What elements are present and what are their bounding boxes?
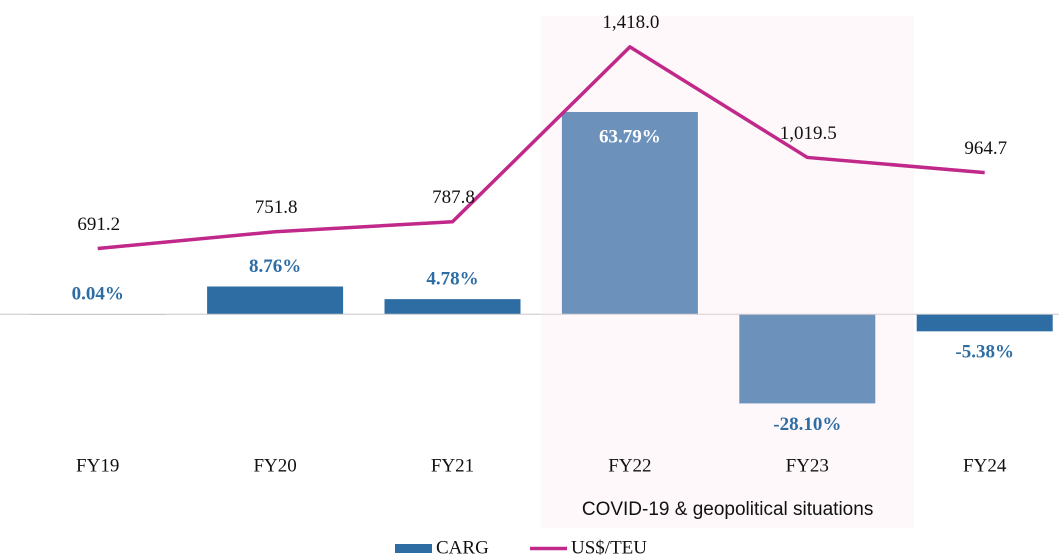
line-value-label: 787.8 bbox=[432, 187, 475, 208]
bar bbox=[384, 299, 521, 315]
bar bbox=[561, 111, 698, 315]
bar bbox=[739, 314, 876, 404]
x-tick-label: FY19 bbox=[76, 455, 119, 476]
bar bbox=[207, 286, 344, 315]
line-value-label: 751.8 bbox=[255, 197, 298, 218]
bar-value-label: 4.78% bbox=[426, 268, 478, 289]
line-value-label: 1,418.0 bbox=[602, 12, 659, 33]
line-value-label: 691.2 bbox=[77, 214, 120, 235]
line bbox=[97, 45, 985, 251]
highlight-label: COVID-19 & geopolitical situations bbox=[582, 499, 873, 520]
x-tick-label: FY22 bbox=[608, 455, 651, 476]
bar-value-label: -5.38% bbox=[955, 342, 1014, 363]
x-tick-label: FY23 bbox=[786, 455, 829, 476]
bar-value-label: 63.79% bbox=[599, 126, 661, 147]
bar-value-label: 0.04% bbox=[72, 284, 124, 305]
bar-value-label: 8.76% bbox=[249, 256, 301, 277]
line-value-label: 1,019.5 bbox=[780, 123, 837, 144]
highlight-region bbox=[541, 16, 914, 528]
x-tick-label: FY21 bbox=[431, 455, 474, 476]
legend-swatch bbox=[395, 544, 432, 553]
legend-label: CARG bbox=[436, 537, 489, 558]
x-tick-label: FY20 bbox=[253, 455, 296, 476]
line-value-label: 964.7 bbox=[964, 138, 1007, 159]
legend-label: US$/TEU bbox=[571, 537, 647, 558]
bar-value-label: -28.10% bbox=[773, 414, 841, 435]
bar bbox=[916, 314, 1053, 332]
x-tick-label: FY24 bbox=[963, 455, 1007, 476]
